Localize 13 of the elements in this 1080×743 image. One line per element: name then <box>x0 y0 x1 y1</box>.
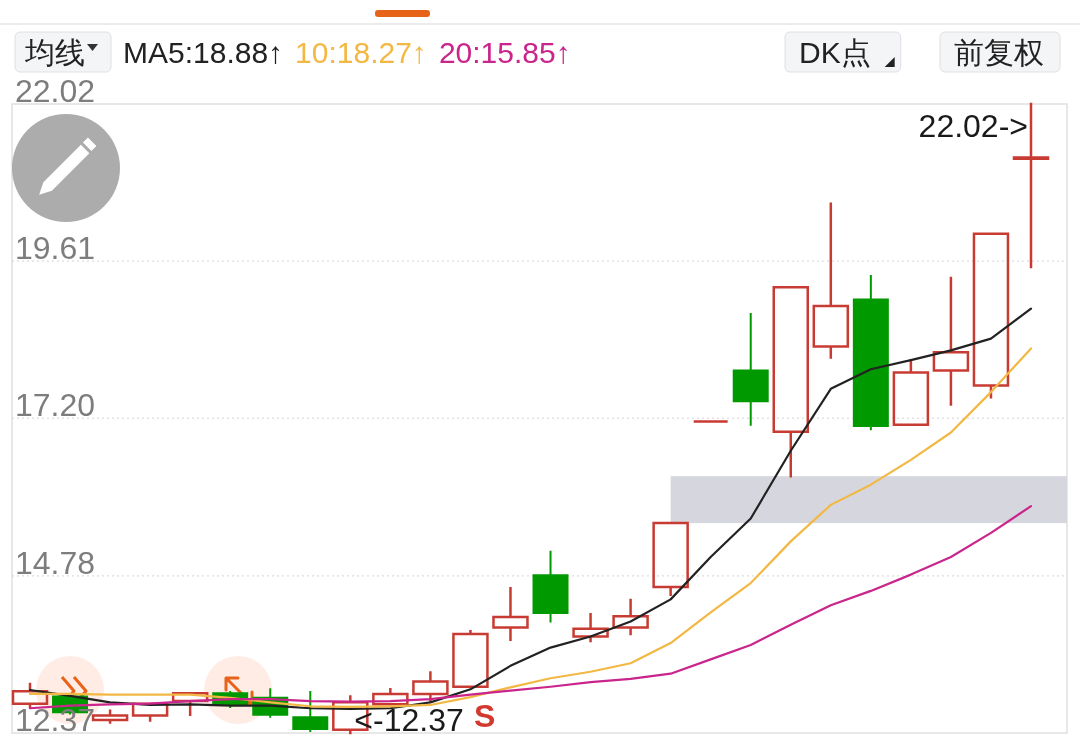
y-tick-label: 22.02 <box>15 73 96 109</box>
y-tick-label: 19.61 <box>15 230 96 267</box>
y-tick-label: 12.37 <box>15 702 96 738</box>
text: 前复权 <box>954 36 1044 69</box>
text: 10:18.27↑ <box>295 36 427 69</box>
text: MA5:18.88↑ <box>123 36 284 69</box>
legend-title: 均线 <box>24 36 85 69</box>
y-tick-label: 14.78 <box>15 544 96 581</box>
y-tick-label: 17.20 <box>15 387 96 424</box>
text: 20:15.85↑ <box>438 36 571 69</box>
annotation: 22.02-> <box>918 108 1028 144</box>
text: DK点 <box>799 36 871 69</box>
annotation: S <box>474 698 496 734</box>
